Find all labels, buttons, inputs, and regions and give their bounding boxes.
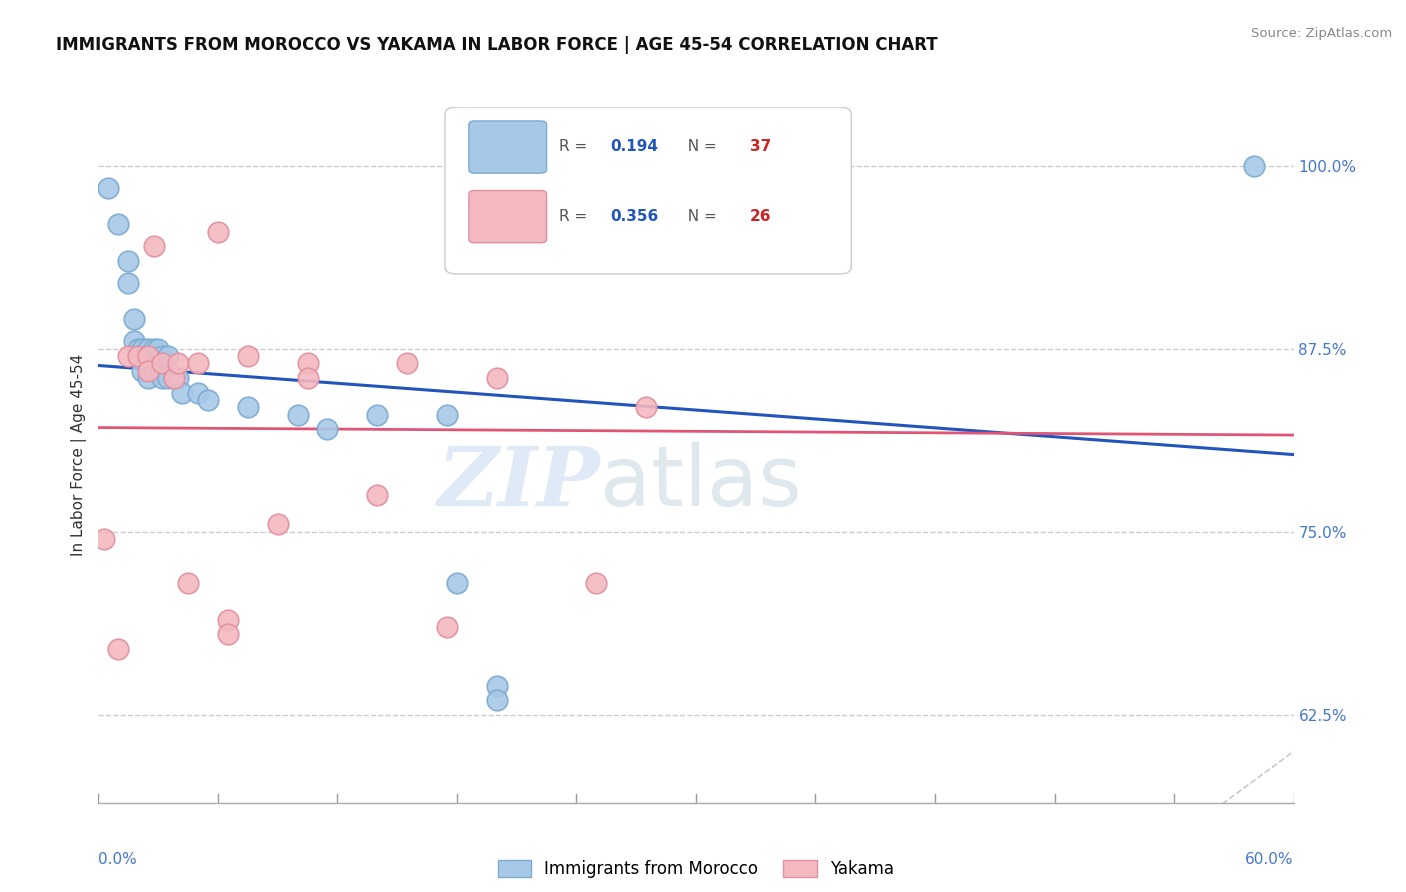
Point <box>485 371 508 385</box>
Point <box>157 371 180 385</box>
Point <box>485 679 508 693</box>
Point <box>93 532 115 546</box>
Point <box>163 371 186 385</box>
Text: 0.194: 0.194 <box>610 139 658 154</box>
Text: R =: R = <box>558 209 592 224</box>
Text: 0.0%: 0.0% <box>98 852 138 866</box>
FancyBboxPatch shape <box>470 191 547 243</box>
Point <box>163 371 186 385</box>
Point <box>177 576 200 591</box>
Point <box>150 356 173 370</box>
Point <box>396 356 419 370</box>
Text: 0.356: 0.356 <box>610 209 658 224</box>
Point <box>297 371 319 385</box>
Point <box>636 401 658 415</box>
Text: 26: 26 <box>749 209 772 224</box>
Text: N =: N = <box>678 139 721 154</box>
Point <box>107 217 129 231</box>
Point <box>136 364 159 378</box>
Text: 37: 37 <box>749 139 770 154</box>
Point <box>124 334 146 349</box>
Text: ZIP: ZIP <box>437 442 600 523</box>
Point <box>187 356 209 370</box>
Point <box>436 620 458 634</box>
Text: IMMIGRANTS FROM MOROCCO VS YAKAMA IN LABOR FORCE | AGE 45-54 CORRELATION CHART: IMMIGRANTS FROM MOROCCO VS YAKAMA IN LAB… <box>56 36 938 54</box>
Point <box>655 253 678 268</box>
Point <box>287 408 309 422</box>
Text: 60.0%: 60.0% <box>1246 852 1294 866</box>
Point <box>150 349 173 363</box>
Point <box>316 422 339 436</box>
Point <box>197 392 219 407</box>
Text: N =: N = <box>678 209 721 224</box>
Point <box>127 342 149 356</box>
Point <box>436 408 458 422</box>
Point <box>366 408 388 422</box>
Point <box>297 356 319 370</box>
Point <box>217 613 239 627</box>
Point <box>124 312 146 326</box>
Point <box>148 356 170 370</box>
Point <box>143 239 166 253</box>
Point <box>366 488 388 502</box>
Point <box>217 627 239 641</box>
Point <box>136 356 159 370</box>
Point <box>117 349 139 363</box>
Point <box>131 364 153 378</box>
Point <box>267 517 290 532</box>
Point <box>117 276 139 290</box>
Point <box>136 349 159 363</box>
Point <box>187 385 209 400</box>
Point <box>131 342 153 356</box>
Text: R =: R = <box>558 139 592 154</box>
Point <box>143 349 166 363</box>
Point <box>127 349 149 363</box>
Point <box>150 371 173 385</box>
Point <box>117 253 139 268</box>
Point <box>1243 159 1265 173</box>
FancyBboxPatch shape <box>470 121 547 173</box>
Point <box>107 642 129 657</box>
Point <box>143 342 166 356</box>
Point <box>143 364 166 378</box>
Point <box>585 576 607 591</box>
Point <box>148 342 170 356</box>
Point <box>207 225 229 239</box>
Point <box>136 371 159 385</box>
Point <box>236 349 259 363</box>
Point <box>236 401 259 415</box>
Y-axis label: In Labor Force | Age 45-54: In Labor Force | Age 45-54 <box>72 354 87 556</box>
FancyBboxPatch shape <box>444 107 851 274</box>
Text: Source: ZipAtlas.com: Source: ZipAtlas.com <box>1251 27 1392 40</box>
Point <box>136 342 159 356</box>
Text: atlas: atlas <box>600 442 801 524</box>
Point <box>131 349 153 363</box>
Legend: Immigrants from Morocco, Yakama: Immigrants from Morocco, Yakama <box>491 854 901 885</box>
Point <box>167 371 190 385</box>
Point <box>485 693 508 707</box>
Point <box>172 385 194 400</box>
Point <box>157 349 180 363</box>
Point <box>167 356 190 370</box>
Point <box>97 180 120 194</box>
Point <box>446 576 468 591</box>
Point <box>127 349 149 363</box>
